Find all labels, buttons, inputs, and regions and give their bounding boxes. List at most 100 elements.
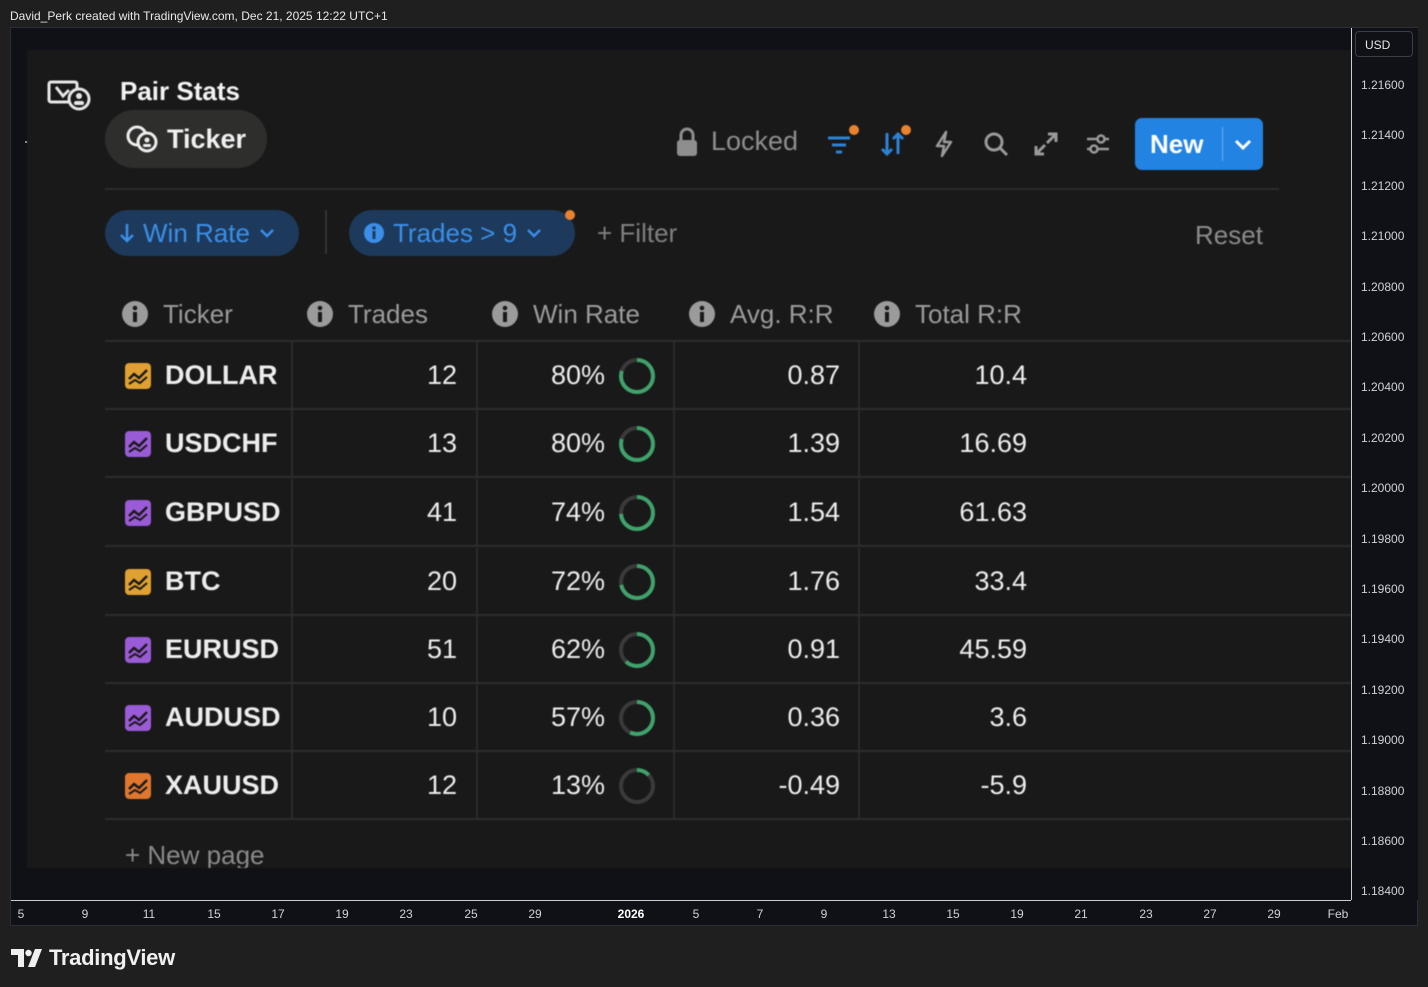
- table-row[interactable]: GBPUSD 41 74% 1.54 61.63: [105, 479, 1351, 547]
- avg-rr-cell[interactable]: 0.87: [787, 360, 840, 390]
- win-rate-cell[interactable]: 74%: [550, 497, 605, 527]
- price-label: 1.21000: [1361, 229, 1405, 244]
- total-rr-cell[interactable]: 16.69: [959, 428, 1027, 458]
- avg-rr-cell[interactable]: 0.91: [787, 634, 840, 664]
- trades-cell[interactable]: 51: [426, 634, 457, 664]
- avg-rr-cell[interactable]: 0.36: [787, 702, 840, 732]
- win-rate-cell[interactable]: 13%: [550, 770, 605, 800]
- add-filter-button[interactable]: + Filter: [597, 218, 678, 248]
- filter-active-dot: [849, 125, 859, 135]
- price-label: 1.19800: [1361, 531, 1405, 546]
- table-row[interactable]: EURUSD 51 62% 0.91 45.59: [105, 616, 1351, 684]
- win-rate-cell[interactable]: 80%: [550, 428, 605, 458]
- ticker-cell[interactable]: AUDUSD: [165, 702, 281, 732]
- column-header-avg-rr[interactable]: Avg. R:R: [688, 294, 834, 334]
- chart-frame: Pair Stats Ticker Locked: [10, 27, 1418, 926]
- column-header-trades[interactable]: Trades: [306, 294, 428, 334]
- time-label: 27: [1203, 907, 1217, 921]
- win-rate-cell[interactable]: 80%: [550, 360, 605, 390]
- avg-rr-cell[interactable]: 1.54: [787, 497, 840, 527]
- expand-icon[interactable]: [1031, 129, 1061, 159]
- lightning-icon[interactable]: [929, 129, 959, 159]
- time-label: 9: [820, 907, 828, 921]
- table-row[interactable]: AUDUSD 10 57% 0.36 3.6: [105, 684, 1351, 752]
- brand-name: TradingView: [49, 945, 175, 970]
- lock-icon: [677, 127, 697, 156]
- ticker-cell[interactable]: EURUSD: [165, 634, 280, 664]
- time-label: Feb: [1327, 907, 1349, 921]
- cell-divider: [476, 684, 478, 752]
- win-rate-cell[interactable]: 57%: [550, 702, 605, 732]
- column-header-ticker[interactable]: Ticker: [121, 294, 233, 334]
- avg-rr-cell[interactable]: 1.76: [787, 566, 840, 596]
- total-rr-cell[interactable]: 10.4: [974, 360, 1027, 390]
- sort-active-dot: [901, 125, 911, 135]
- trades-cell[interactable]: 20: [426, 566, 457, 596]
- total-rr-cell[interactable]: 3.6: [989, 702, 1027, 732]
- sort-chip-win-rate[interactable]: Win Rate: [105, 210, 299, 256]
- new-page-button[interactable]: + New page: [125, 840, 265, 868]
- price-label: 1.19200: [1361, 682, 1405, 697]
- new-options-button[interactable]: [1223, 118, 1263, 170]
- trades-cell[interactable]: 41: [426, 497, 457, 527]
- settings-sliders-icon[interactable]: [1083, 129, 1113, 159]
- table-row[interactable]: XAUUSD 12 13% -0.49 -5.9: [105, 752, 1351, 820]
- total-rr-cell[interactable]: 61.63: [959, 497, 1027, 527]
- column-header-total-rr[interactable]: Total R:R: [873, 294, 1022, 334]
- cell-divider: [858, 752, 860, 820]
- column-header-win-rate[interactable]: Win Rate: [491, 294, 640, 334]
- trades-cell[interactable]: 12: [426, 770, 457, 800]
- win-rate-cell[interactable]: 62%: [550, 634, 605, 664]
- row-divider: [105, 750, 1351, 752]
- tradingview-logo[interactable]: TradingView: [11, 945, 175, 971]
- row-divider: [105, 408, 1351, 410]
- table-row[interactable]: BTC 20 72% 1.76 33.4: [105, 548, 1351, 616]
- ring-progress: [619, 495, 655, 531]
- trades-cell[interactable]: 10: [426, 702, 457, 732]
- tab-ticker[interactable]: Ticker: [105, 110, 267, 168]
- locked-indicator[interactable]: Locked: [675, 126, 798, 157]
- sort-icon[interactable]: [878, 129, 908, 159]
- avg-rr-cell[interactable]: 1.39: [787, 428, 840, 458]
- chart-line-icon: [125, 431, 151, 457]
- avg-rr-cell[interactable]: -0.49: [778, 770, 840, 800]
- cell-divider: [476, 616, 478, 684]
- currency-button[interactable]: USD: [1355, 31, 1413, 57]
- notion-panel: Pair Stats Ticker Locked: [27, 50, 1351, 868]
- info-icon: [874, 301, 900, 327]
- arrow-down-icon: [120, 224, 134, 243]
- ticker-cell[interactable]: XAUUSD: [165, 770, 280, 800]
- price-label: 1.19600: [1361, 582, 1405, 596]
- time-label: 5: [17, 907, 25, 921]
- ring-progress: [619, 358, 655, 394]
- chart-line-icon: [125, 569, 151, 595]
- new-button[interactable]: New: [1135, 118, 1263, 170]
- column-header-label: Avg. R:R: [730, 298, 834, 329]
- trades-cell[interactable]: 13: [426, 428, 457, 458]
- reset-button[interactable]: Reset: [1195, 220, 1263, 250]
- total-rr-cell[interactable]: -5.9: [980, 770, 1027, 800]
- trades-cell[interactable]: 12: [426, 360, 457, 390]
- price-axis[interactable]: USD 1.21600 1.21400 1.21200 1.21000 1.20800 1…: [1351, 28, 1418, 900]
- ticker-cell[interactable]: DOLLAR: [165, 360, 278, 390]
- ticker-cell[interactable]: BTC: [165, 566, 221, 596]
- win-rate-cell[interactable]: 72%: [550, 566, 605, 596]
- row-divider: [105, 545, 1351, 547]
- cell-divider: [673, 410, 675, 478]
- ticker-cell[interactable]: GBPUSD: [165, 497, 281, 527]
- total-rr-cell[interactable]: 45.59: [959, 634, 1027, 664]
- total-rr-cell[interactable]: 33.4: [974, 566, 1027, 596]
- chevron-down-icon: [1234, 139, 1252, 151]
- sort-chip-label: Win Rate: [143, 217, 250, 248]
- time-axis[interactable]: 5 9 11 15 17 19 23 25 29 2026 5 7 9 13 15 19 21 23 27 29 Feb: [11, 900, 1351, 926]
- table-row[interactable]: DOLLAR 12 80% 0.87 10.4: [105, 342, 1351, 410]
- ring-progress: [619, 426, 655, 462]
- filter-icon[interactable]: [824, 129, 854, 159]
- info-icon: [122, 301, 148, 327]
- filter-chip-trades[interactable]: Trades > 9: [349, 210, 575, 256]
- table-row[interactable]: USDCHF 13 80% 1.39 16.69: [105, 410, 1351, 478]
- ticker-cell[interactable]: USDCHF: [165, 428, 278, 458]
- tradingview-logo-icon: [11, 949, 42, 967]
- ring-progress: [619, 632, 655, 668]
- search-icon[interactable]: [981, 129, 1011, 159]
